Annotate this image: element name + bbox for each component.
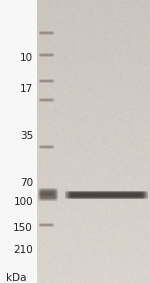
Text: 70: 70: [20, 177, 33, 188]
Text: 100: 100: [13, 197, 33, 207]
Text: 150: 150: [13, 223, 33, 233]
Text: 35: 35: [20, 131, 33, 141]
Text: kDa: kDa: [6, 273, 27, 283]
Text: 210: 210: [13, 245, 33, 256]
Text: 17: 17: [20, 84, 33, 94]
Text: 10: 10: [20, 53, 33, 63]
